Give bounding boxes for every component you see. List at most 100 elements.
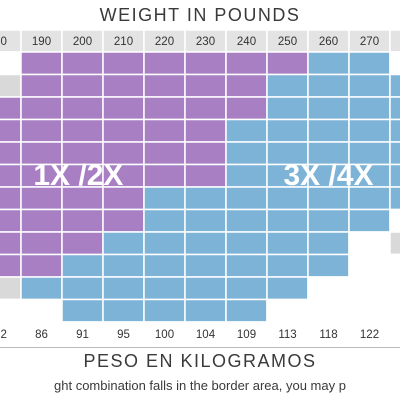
size-cell	[307, 118, 350, 143]
size-cell	[0, 118, 22, 143]
size-cell	[225, 231, 268, 256]
size-cell	[225, 141, 268, 166]
size-cell	[143, 73, 186, 98]
size-cell	[61, 118, 104, 143]
header-title: WEIGHT IN POUNDS	[99, 4, 301, 25]
size-cell	[143, 118, 186, 143]
size-cell	[0, 208, 22, 233]
size-cell	[20, 298, 63, 323]
kilograms-footer-cell	[143, 321, 186, 347]
size-cell	[20, 51, 63, 76]
size-cell	[184, 73, 227, 98]
pounds-tick-label: 190	[32, 36, 51, 48]
size-cell	[0, 141, 22, 166]
kilograms-tick-label: 109	[237, 329, 256, 341]
size-cell	[389, 231, 400, 256]
kilograms-footer-cell	[102, 321, 145, 347]
size-cell	[102, 73, 145, 98]
size-cell	[348, 276, 391, 301]
kilograms-tick-label: 118	[319, 329, 337, 341]
size-cell	[102, 51, 145, 76]
size-cell	[266, 253, 309, 278]
size-cell	[266, 231, 309, 256]
size-cell	[266, 51, 309, 76]
size-cell	[102, 96, 145, 121]
zone-label: 1X /2X	[33, 159, 123, 192]
footer-title: PESO EN KILOGRAMOS	[83, 350, 317, 371]
size-cell	[0, 163, 22, 188]
size-cell	[266, 208, 309, 233]
size-cell	[389, 253, 400, 278]
border-area-note: ght combination falls in the border area…	[54, 378, 346, 393]
size-cell	[307, 231, 350, 256]
size-cell	[0, 186, 22, 211]
size-cell	[266, 96, 309, 121]
zone-label: 3X /4X	[283, 159, 373, 192]
size-cell	[348, 51, 391, 76]
size-cell	[143, 186, 186, 211]
size-cell	[143, 276, 186, 301]
size-cell	[184, 276, 227, 301]
size-cell	[348, 253, 391, 278]
kilograms-tick-label: 91	[76, 329, 89, 341]
size-cell	[389, 276, 400, 301]
kilograms-footer-cell	[389, 321, 400, 347]
size-cell	[184, 231, 227, 256]
size-cell	[0, 73, 22, 98]
size-cell	[20, 276, 63, 301]
pounds-tick-label: 270	[360, 36, 379, 48]
pounds-tick-label: 250	[278, 36, 297, 48]
size-cell	[184, 186, 227, 211]
kilograms-tick-label: 82	[0, 329, 7, 341]
size-cell	[307, 253, 350, 278]
size-cell	[225, 51, 268, 76]
size-cell	[307, 276, 350, 301]
size-cell	[348, 298, 391, 323]
size-cell	[61, 276, 104, 301]
size-cell	[143, 253, 186, 278]
size-cell	[348, 118, 391, 143]
size-cell	[61, 253, 104, 278]
kilograms-tick-label: 113	[278, 329, 296, 341]
size-cell	[266, 298, 309, 323]
kilograms-tick-label: 95	[117, 329, 130, 341]
size-cell	[143, 208, 186, 233]
kilograms-tick-label: 104	[196, 329, 216, 341]
size-cell	[225, 163, 268, 188]
size-cell	[348, 73, 391, 98]
size-cell	[102, 208, 145, 233]
size-cell	[225, 276, 268, 301]
size-cell	[307, 73, 350, 98]
size-cell	[184, 118, 227, 143]
size-cell	[20, 73, 63, 98]
size-cell	[61, 96, 104, 121]
peso-en-kilogramos-footer: PESO EN KILOGRAMOS	[0, 347, 400, 374]
kilograms-footer-cell	[307, 321, 350, 347]
size-cell	[225, 253, 268, 278]
pounds-tick-label: 240	[237, 36, 256, 48]
size-cell	[348, 96, 391, 121]
size-cell	[266, 73, 309, 98]
size-cell	[20, 118, 63, 143]
kilograms-footer-cell	[20, 321, 63, 347]
size-cell	[0, 253, 22, 278]
size-cell	[307, 51, 350, 76]
size-cell	[0, 51, 22, 76]
size-cell	[307, 208, 350, 233]
size-cell	[143, 163, 186, 188]
size-cell	[389, 96, 400, 121]
size-cell	[225, 96, 268, 121]
size-cell	[143, 51, 186, 76]
size-cell	[20, 96, 63, 121]
size-cell	[389, 51, 400, 76]
size-cell	[143, 298, 186, 323]
size-cell	[389, 298, 400, 323]
size-cell	[61, 51, 104, 76]
size-cell	[225, 118, 268, 143]
size-cell	[389, 118, 400, 143]
size-cell	[184, 51, 227, 76]
size-cell	[61, 208, 104, 233]
size-cell	[184, 163, 227, 188]
size-cell	[0, 96, 22, 121]
pounds-tick-label: 260	[319, 36, 338, 48]
